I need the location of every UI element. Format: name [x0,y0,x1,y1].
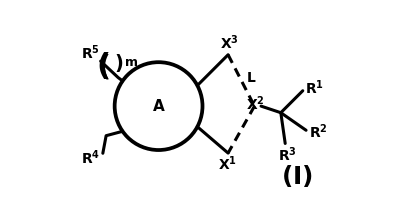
Text: $\mathbf{X^3}$: $\mathbf{X^3}$ [220,33,239,52]
Text: (: ( [97,52,111,81]
Text: $\mathbf{X^2}$: $\mathbf{X^2}$ [246,95,265,113]
Text: $(\ $: $(\ $ [100,52,110,81]
Text: $\mathbf{R^3}$: $\mathbf{R^3}$ [278,146,297,164]
Text: $\mathbf{R^1}$: $\mathbf{R^1}$ [305,78,324,97]
Text: $\mathbf{R^2}$: $\mathbf{R^2}$ [309,122,328,141]
Text: $\mathbf{L}$: $\mathbf{L}$ [246,71,256,85]
Text: $\mathbf{A}$: $\mathbf{A}$ [152,98,166,114]
Text: $\mathbf{X^1}$: $\mathbf{X^1}$ [217,154,237,173]
Text: $\mathbf{(I)}$: $\mathbf{(I)}$ [281,163,313,189]
Text: ): ) [115,54,124,73]
Text: $\mathbf{R^4}$: $\mathbf{R^4}$ [81,148,100,167]
Text: $\mathbf{m}$: $\mathbf{m}$ [124,56,138,69]
Text: $\mathbf{R^5}$: $\mathbf{R^5}$ [81,43,100,62]
